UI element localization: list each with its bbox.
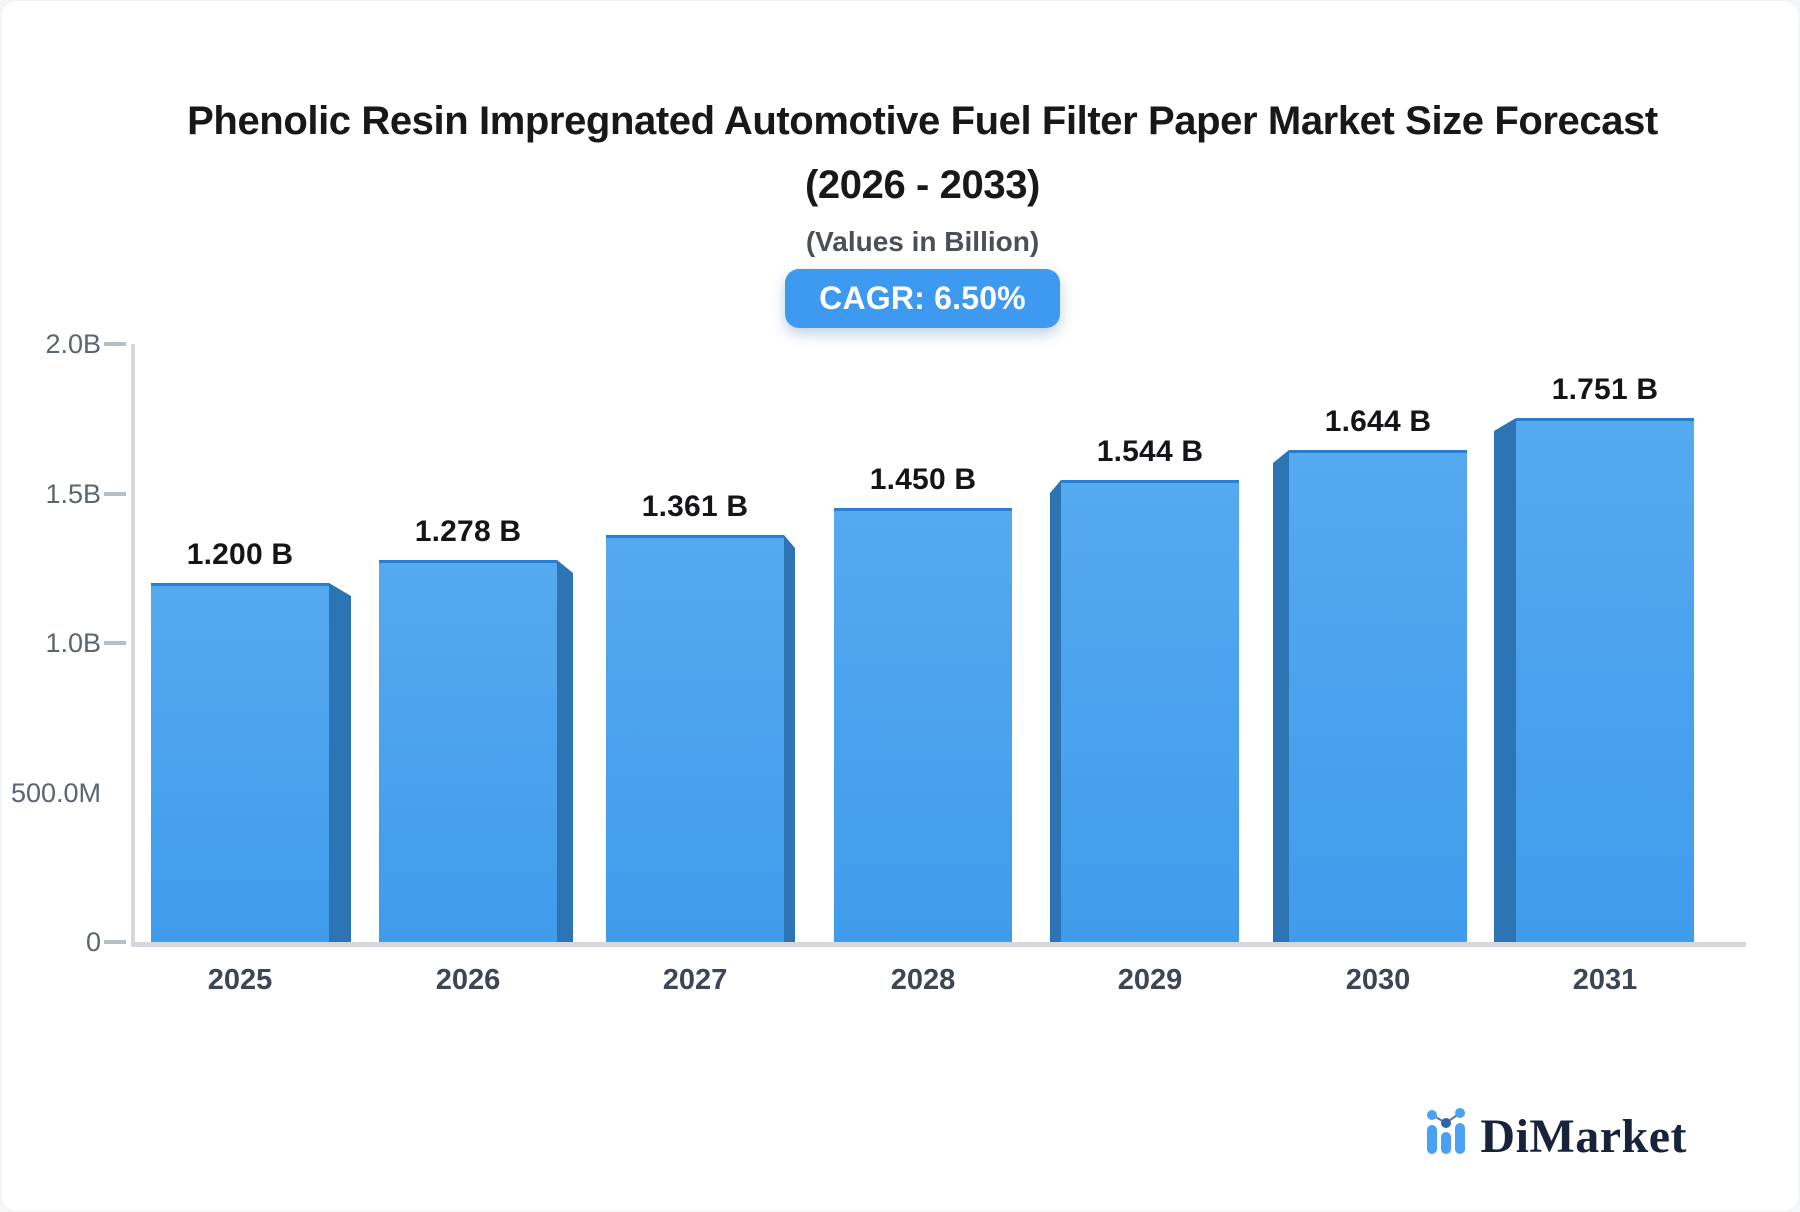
bar-2026[interactable] <box>379 560 557 942</box>
bar-value-label: 1.751 B <box>1551 373 1659 406</box>
dimarket-bars-icon <box>1426 1108 1466 1159</box>
bar-2030[interactable] <box>1289 450 1467 942</box>
x-axis-line <box>131 942 1746 947</box>
x-axis-label: 2026 <box>435 964 501 996</box>
brand-footer: DiMarket <box>1426 1108 1687 1163</box>
chart-header: Phenolic Resin Impregnated Automotive Fu… <box>46 1 1799 328</box>
y-axis-label: 0 <box>85 927 101 957</box>
y-axis-label: 1.5B <box>45 478 101 509</box>
bar-side-2027 <box>784 535 795 942</box>
x-axis-label: 2030 <box>1345 964 1411 996</box>
x-axis-label: 2025 <box>207 964 273 996</box>
y-axis-label: 1.0B <box>45 628 101 658</box>
x-axis-label: 2028 <box>890 964 956 996</box>
bar-2029[interactable] <box>1061 480 1239 942</box>
chart-subtitle: (Values in Billion) <box>805 226 1040 257</box>
y-axis-tick <box>104 342 126 346</box>
bar-2031[interactable] <box>1516 418 1694 942</box>
x-axis-label: 2027 <box>662 964 728 996</box>
cagr-badge: CAGR: 6.50% <box>785 269 1060 328</box>
y-axis-tick <box>104 940 126 944</box>
bar-side-2030 <box>1273 450 1289 942</box>
bar-side-2026 <box>557 560 573 942</box>
bar-value-label: 1.544 B <box>1096 435 1204 468</box>
bar-value-label: 1.361 B <box>641 490 749 523</box>
bar-value-label: 1.200 B <box>186 538 294 571</box>
y-axis-line <box>131 344 135 947</box>
bar-side-2029 <box>1050 480 1061 942</box>
x-axis-label: 2029 <box>1117 964 1183 996</box>
bar-2025[interactable] <box>151 583 329 942</box>
y-axis-label: 500.0M <box>10 777 101 808</box>
bar-side-2031 <box>1494 418 1516 942</box>
page-title-line1: Phenolic Resin Impregnated Automotive Fu… <box>187 99 1658 143</box>
bar-value-label: 1.278 B <box>414 515 522 548</box>
x-axis-label: 2031 <box>1572 964 1638 996</box>
bar-2027[interactable] <box>606 535 784 942</box>
bar-value-label: 1.644 B <box>1324 405 1432 438</box>
brand-wordmark: DiMarket <box>1480 1110 1687 1163</box>
bar-value-label: 1.450 B <box>869 463 977 496</box>
page-title-line2: (2026 - 2033) <box>805 163 1040 207</box>
y-axis-tick <box>104 491 126 496</box>
y-axis-tick <box>104 641 126 645</box>
bar-2028[interactable] <box>834 508 1012 942</box>
y-axis-label: 2.0B <box>45 329 101 359</box>
bar-side-2025 <box>329 583 351 942</box>
